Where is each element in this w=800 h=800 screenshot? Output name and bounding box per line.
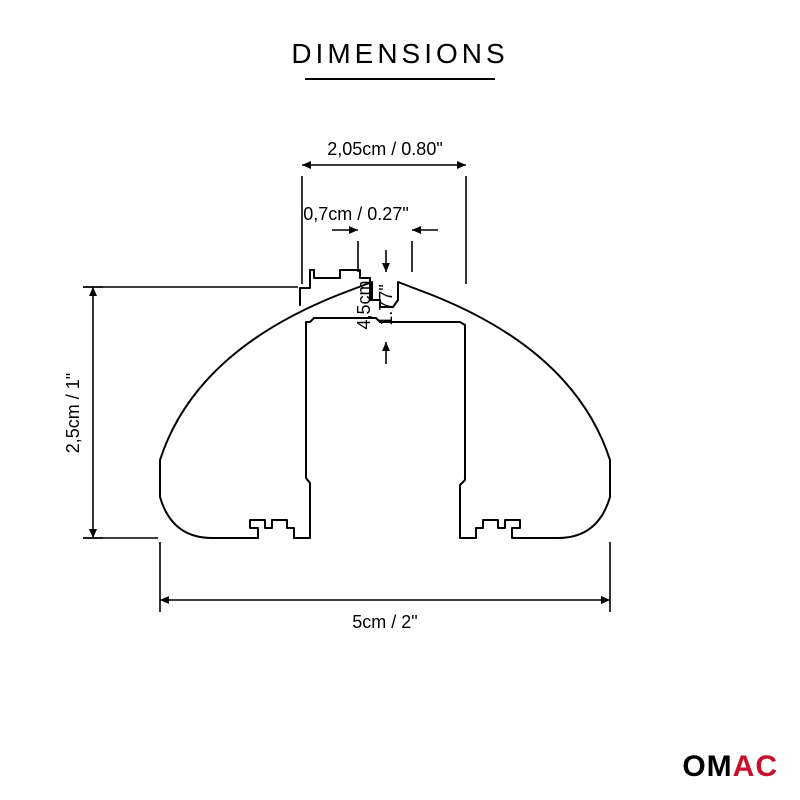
svg-text:5cm / 2": 5cm / 2" — [352, 612, 417, 632]
svg-text:2,05cm / 0.80": 2,05cm / 0.80" — [327, 139, 442, 159]
brand-logo: OMAC — [682, 750, 778, 784]
svg-text:1.77": 1.77" — [376, 284, 396, 325]
logo-red: AC — [733, 750, 778, 783]
svg-text:2,5cm / 1": 2,5cm / 1" — [63, 373, 83, 453]
svg-text:4,5cm: 4,5cm — [354, 280, 374, 329]
svg-text:0,7cm / 0.27": 0,7cm / 0.27" — [303, 204, 408, 224]
page-root: { "title": "DIMENSIONS", "logo": { "blac… — [0, 0, 800, 800]
logo-black: OM — [682, 750, 732, 783]
diagram-svg: 2,5cm / 1" 5cm / 2" 2,05cm / 0.80" 0,7cm / … — [0, 0, 800, 800]
